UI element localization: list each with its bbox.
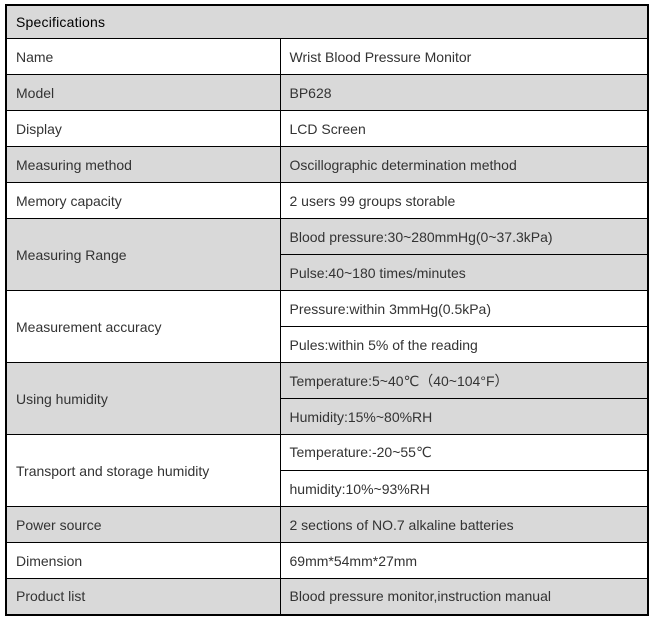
spec-row: Pules:within 5% of the reading [6, 326, 649, 363]
spec-value-cell: Humidity:15%~80%RH [279, 398, 649, 435]
spec-row: Product list Blood pressure monitor,instr… [5, 578, 649, 615]
spec-value-cell: Pressure:within 3mmHg(0.5kPa) [279, 290, 649, 327]
spec-row: humidity:10%~93%RH [6, 470, 649, 507]
table-header-row: Specifications [5, 4, 649, 39]
spec-row: Display LCD Screen [5, 110, 649, 147]
spec-row: Pulse:40~180 times/minutes [6, 254, 649, 291]
spec-value-cell: humidity:10%~93%RH [279, 470, 649, 507]
spec-value-cell: BP628 [279, 74, 649, 111]
spec-row: Model BP628 [5, 74, 649, 111]
spec-label-cell: Model [5, 74, 281, 111]
spec-label-cell: Measuring Range [5, 218, 281, 291]
spec-value-cell: 2 sections of NO.7 alkaline batteries [279, 506, 649, 543]
spec-value-cell: Pulse:40~180 times/minutes [279, 254, 649, 291]
spec-row: Transport and storage humidity Temperatur… [5, 434, 649, 507]
spec-label-cell: Memory capacity [5, 182, 281, 219]
spec-label-cell: Power source [5, 506, 281, 543]
spec-label-cell: Dimension [5, 542, 281, 579]
spec-table-body: Name Wrist Blood Pressure Monitor Model BP6… [5, 38, 649, 615]
spec-label-cell: Transport and storage humidity [5, 434, 281, 507]
spec-row: Name Wrist Blood Pressure Monitor [5, 38, 649, 75]
spec-row: Memory capacity 2 users 99 groups storabl… [5, 182, 649, 219]
spec-value-cell: Temperature:-20~55℃ [279, 434, 649, 471]
spec-row: Power source 2 sections of NO.7 alkaline … [5, 506, 649, 543]
spec-value-cell: LCD Screen [279, 110, 649, 147]
spec-value-cell: Blood pressure:30~280mmHg(0~37.3kPa) [279, 218, 649, 255]
spec-label-cell: Measuring method [5, 146, 281, 183]
spec-row: Using humidity Temperature:5~40℃（40~104°F… [5, 362, 649, 435]
page-title: Specifications [5, 4, 649, 39]
spec-value-cell: Temperature:5~40℃（40~104°F） [279, 362, 649, 399]
spec-value-cell: 2 users 99 groups storable [279, 182, 649, 219]
spec-label-cell: Measurement accuracy [5, 290, 281, 363]
spec-row: Measuring Range Blood pressure:30~280mmHg… [5, 218, 649, 291]
spec-value-cell: 69mm*54mm*27mm [279, 542, 649, 579]
spec-value-cell: Blood pressure monitor,instruction manua… [279, 578, 649, 615]
spec-row: Dimension 69mm*54mm*27mm [5, 542, 649, 579]
spec-value-cell: Wrist Blood Pressure Monitor [279, 38, 649, 75]
spec-value-cell: Pules:within 5% of the reading [279, 326, 649, 363]
spec-row: Measurement accuracy Pressure:within 3mmH… [5, 290, 649, 363]
spec-row: Measuring method Oscillographic determina… [5, 146, 649, 183]
spec-value-cell: Oscillographic determination method [279, 146, 649, 183]
spec-label-cell: Using humidity [5, 362, 281, 435]
spec-label-cell: Name [5, 38, 281, 75]
spec-label-cell: Product list [5, 578, 281, 615]
specifications-table: Specifications Name Wrist Blood Pressure … [5, 4, 649, 616]
spec-label-cell: Display [5, 110, 281, 147]
